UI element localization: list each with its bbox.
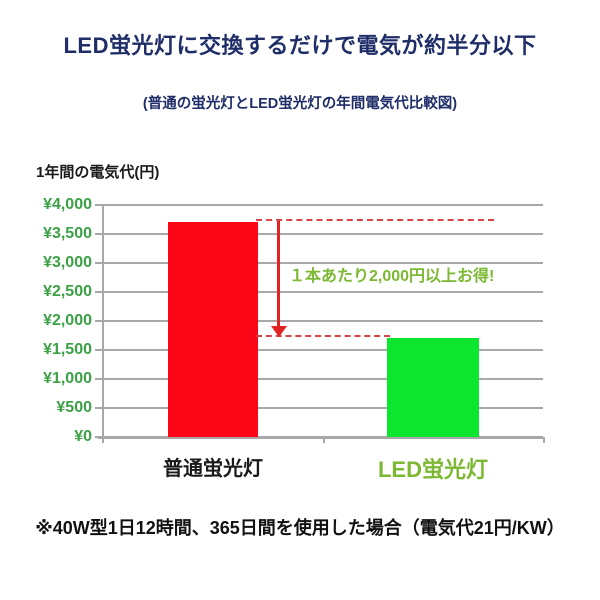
gridline: [102, 262, 543, 264]
arrow-down-icon: [277, 221, 280, 328]
x-axis-line: [98, 437, 543, 439]
gridline: [102, 291, 543, 293]
y-tick-label: ¥500: [56, 399, 92, 416]
y-tick-label: ¥3,000: [43, 254, 92, 271]
y-tick-label: ¥0: [74, 428, 92, 445]
dashed-line-top: [256, 219, 494, 222]
category-label: LED蛍光灯: [377, 457, 488, 482]
arrow-head-icon: [270, 326, 287, 338]
y-tick-mark: [95, 233, 102, 235]
y-tick-mark: [95, 204, 102, 206]
y-tick-mark: [95, 291, 102, 293]
category-label: 普通蛍光灯: [163, 458, 263, 480]
bar-regular-fluorescent: [168, 222, 258, 437]
subtitle: (普通の蛍光灯とLED蛍光灯の年間電気代比較図): [142, 96, 458, 112]
y-tick-label: ¥1,500: [43, 341, 92, 358]
page-title: LED蛍光灯に交換するだけで電気が約半分以下: [63, 33, 537, 58]
gridline: [102, 204, 543, 206]
bar-led-fluorescent: [387, 338, 479, 437]
footnote: ※40W型1日12時間、365日間を使用した場合（電気代21円/KW）: [35, 518, 565, 538]
y-tick-mark: [95, 262, 102, 264]
gridline: [102, 378, 543, 380]
y-tick-label: ¥4,000: [43, 196, 92, 213]
dashed-line-bottom: [256, 335, 390, 338]
x-tick-mark: [543, 437, 545, 443]
savings-annotation: １本あたり2,000円以上お得!: [289, 265, 494, 289]
gridline: [102, 320, 543, 322]
gridline: [102, 407, 543, 409]
x-tick-mark: [323, 437, 325, 443]
y-tick-label: ¥2,000: [43, 312, 92, 329]
y-tick-label: ¥3,500: [43, 225, 92, 242]
y-tick-mark: [95, 407, 102, 409]
y-axis-title: 1年間の電気代(円): [36, 164, 160, 181]
gridline: [102, 233, 543, 235]
y-tick-mark: [95, 349, 102, 351]
gridline: [102, 349, 543, 351]
x-tick-mark: [102, 437, 104, 443]
y-tick-label: ¥2,500: [43, 283, 92, 300]
y-axis-line: [102, 205, 104, 437]
y-tick-mark: [95, 378, 102, 380]
y-tick-mark: [95, 320, 102, 322]
y-tick-label: ¥1,000: [43, 370, 92, 387]
